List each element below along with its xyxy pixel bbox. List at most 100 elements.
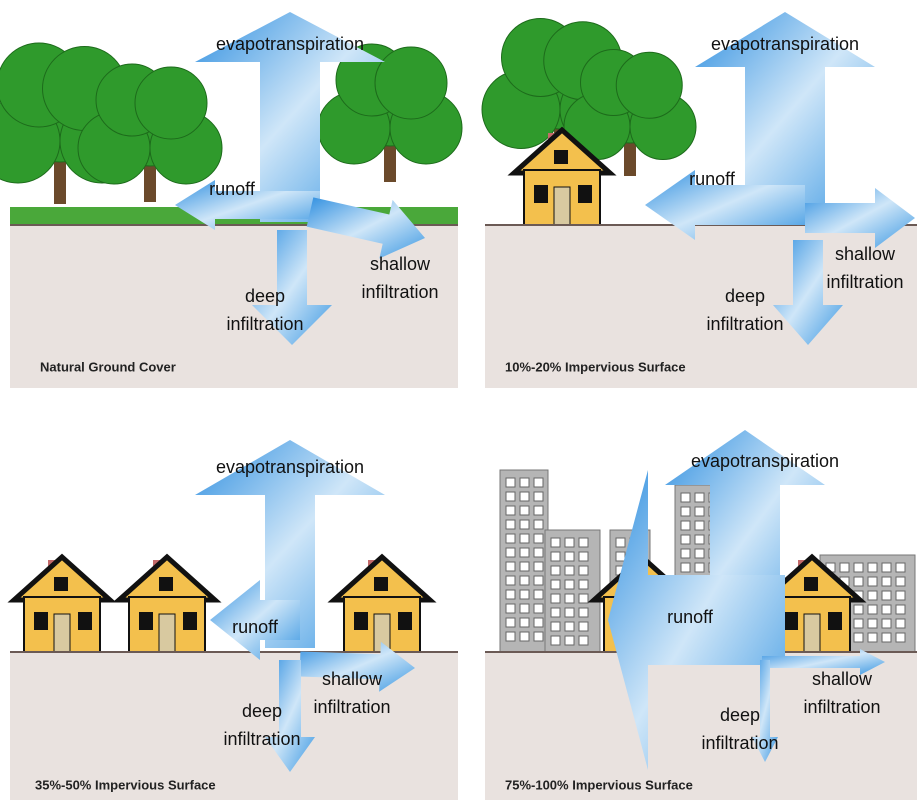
- runoff-label: runoff: [209, 179, 256, 199]
- building-window: [550, 551, 561, 562]
- building-window: [895, 562, 906, 573]
- building-window: [867, 618, 878, 629]
- building-window: [533, 491, 544, 502]
- arrow: [752, 660, 778, 762]
- window: [54, 577, 68, 591]
- building-window: [694, 562, 705, 573]
- window: [78, 612, 92, 630]
- deep-label: infiltration: [226, 314, 303, 334]
- shallow-label: shallow: [370, 254, 431, 274]
- building-window: [867, 604, 878, 615]
- building-window: [519, 617, 530, 628]
- building-window: [519, 547, 530, 558]
- building-window: [550, 607, 561, 618]
- building-window: [505, 491, 516, 502]
- evapotranspiration-label: evapotranspiration: [711, 34, 859, 54]
- window: [804, 577, 818, 591]
- building-window: [550, 579, 561, 590]
- evapotranspiration-label: evapotranspiration: [216, 34, 364, 54]
- shallow-label: shallow: [322, 669, 383, 689]
- building-window: [680, 548, 691, 559]
- building-window: [519, 561, 530, 572]
- building-window: [578, 593, 589, 604]
- building-window: [578, 607, 589, 618]
- window: [374, 577, 388, 591]
- building-window: [694, 548, 705, 559]
- tree-leaves: [134, 66, 208, 140]
- building-window: [505, 505, 516, 516]
- panel-caption: 35%-50% Impervious Surface: [35, 777, 216, 792]
- building-window: [615, 551, 626, 562]
- arrow: [645, 170, 805, 240]
- building-window: [839, 562, 850, 573]
- building-window: [881, 618, 892, 629]
- building-window: [578, 565, 589, 576]
- building-window: [867, 632, 878, 643]
- building-window: [564, 551, 575, 562]
- building-window: [680, 562, 691, 573]
- building-window: [853, 632, 864, 643]
- door: [158, 613, 176, 653]
- window: [354, 612, 368, 630]
- building-window: [853, 618, 864, 629]
- window: [159, 577, 173, 591]
- evapotranspiration-label: evapotranspiration: [691, 451, 839, 471]
- building-window: [519, 589, 530, 600]
- building-window: [881, 632, 892, 643]
- deep-label: infiltration: [706, 314, 783, 334]
- runoff-label: runoff: [667, 607, 714, 627]
- building-window: [853, 604, 864, 615]
- window: [534, 185, 548, 203]
- building-window: [519, 505, 530, 516]
- building-window: [694, 492, 705, 503]
- building-window: [564, 635, 575, 646]
- arrow: [299, 641, 415, 692]
- window: [828, 612, 842, 630]
- building-window: [550, 537, 561, 548]
- deep-label: infiltration: [701, 733, 778, 753]
- panel-caption: 10%-20% Impervious Surface: [505, 359, 686, 374]
- window: [578, 185, 592, 203]
- building-window: [550, 635, 561, 646]
- arrow: [695, 12, 875, 222]
- building-window: [867, 562, 878, 573]
- building-window: [680, 520, 691, 531]
- building-window: [533, 575, 544, 586]
- building-window: [550, 565, 561, 576]
- building-window: [895, 604, 906, 615]
- shallow-label: infiltration: [361, 282, 438, 302]
- window: [398, 612, 412, 630]
- deep-label: deep: [242, 701, 282, 721]
- deep-label: deep: [245, 286, 285, 306]
- arrow: [608, 470, 785, 770]
- shallow-label: shallow: [812, 669, 873, 689]
- building-window: [564, 579, 575, 590]
- building-window: [519, 603, 530, 614]
- building-window: [578, 635, 589, 646]
- building-window: [505, 533, 516, 544]
- runoff-label: runoff: [232, 617, 279, 637]
- tree-leaves: [374, 46, 448, 120]
- building-window: [564, 607, 575, 618]
- building-window: [505, 519, 516, 530]
- deep-label: infiltration: [223, 729, 300, 749]
- building-window: [867, 576, 878, 587]
- door: [803, 613, 821, 653]
- window: [183, 612, 197, 630]
- arrow: [762, 649, 885, 675]
- arrow: [252, 230, 332, 345]
- building-window: [505, 575, 516, 586]
- building-window: [505, 561, 516, 572]
- building-window: [881, 604, 892, 615]
- building-window: [867, 590, 878, 601]
- building-window: [680, 492, 691, 503]
- arrow: [805, 188, 915, 248]
- building-window: [550, 593, 561, 604]
- building-window: [505, 477, 516, 488]
- building-window: [533, 561, 544, 572]
- building-window: [533, 617, 544, 628]
- building-window: [680, 506, 691, 517]
- building-window: [694, 534, 705, 545]
- building-window: [694, 506, 705, 517]
- building-window: [578, 537, 589, 548]
